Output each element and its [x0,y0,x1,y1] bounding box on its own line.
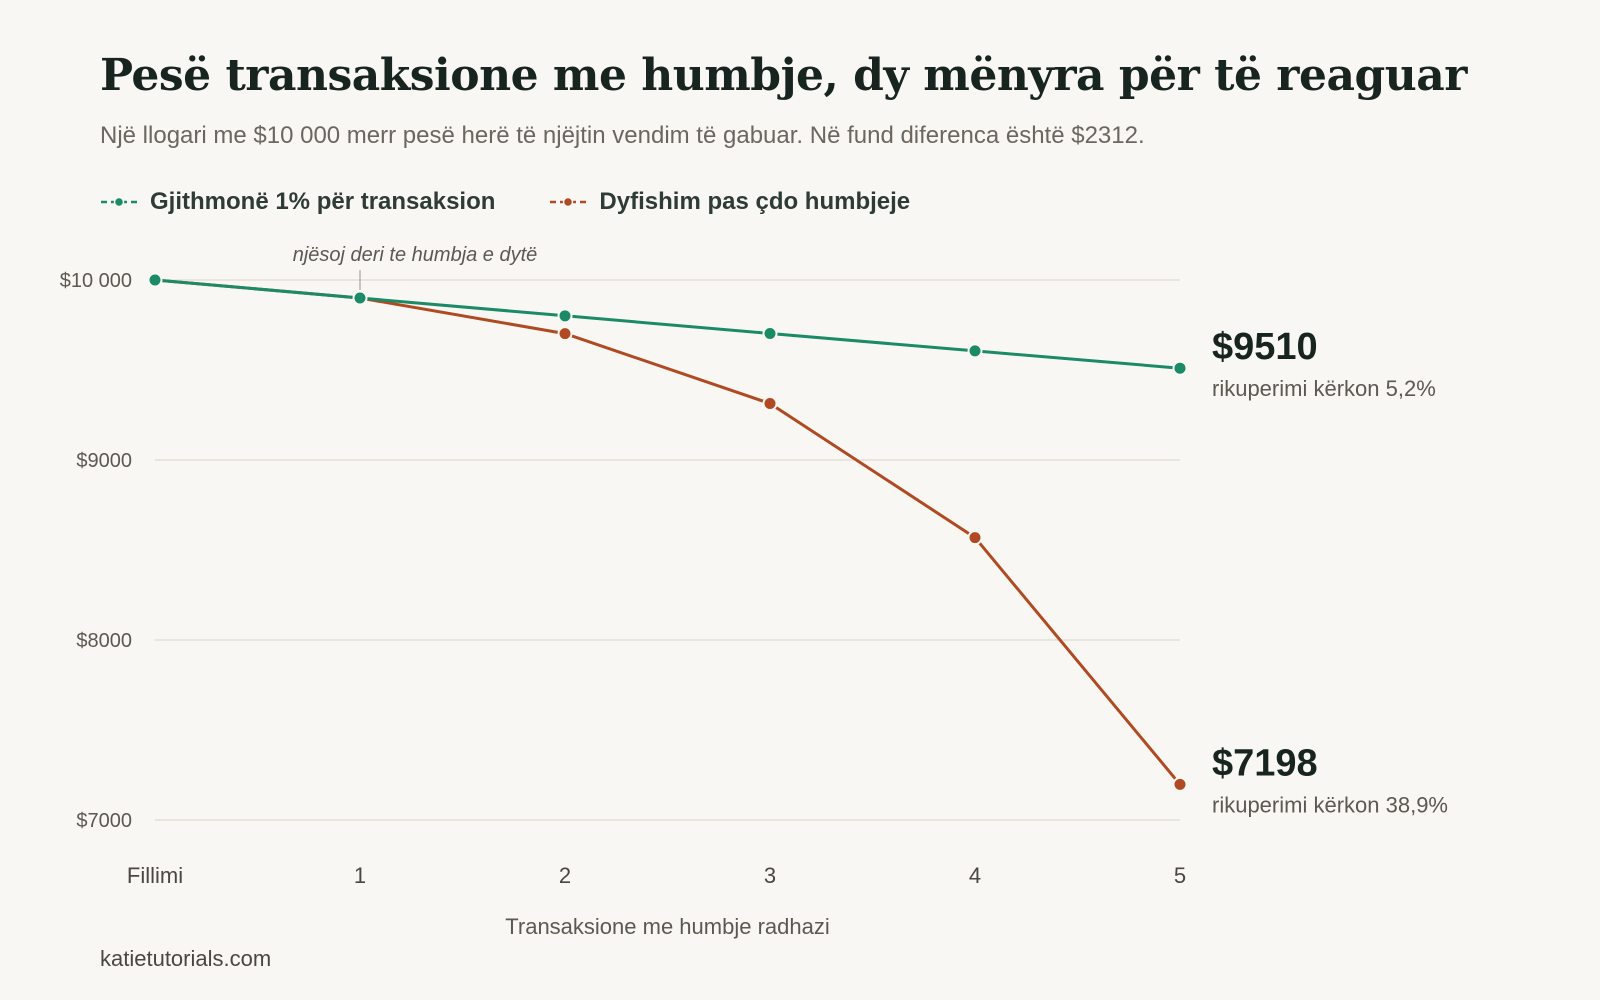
end-note-label-doubling: rikuperimi kërkon 38,9% [1212,792,1448,817]
y-tick-label: $8000 [76,630,132,652]
data-point-fixed-risk [147,272,163,288]
x-tick-label: 5 [1174,863,1186,888]
legend-swatch-fixed-risk [101,196,137,208]
x-tick-label: 3 [764,863,776,888]
end-value-label-doubling: $7198 [1212,742,1318,784]
data-point-doubling [1172,776,1188,792]
annotation-label: njësoj deri te humbja e dytë [293,244,538,266]
data-point-fixed-risk [557,308,573,324]
x-tick-label: 4 [969,863,981,888]
legend-label-doubling: Dyfishim pas çdo humbjeje [599,188,911,215]
y-tick-label: $7000 [76,810,132,832]
data-point-fixed-risk [967,343,983,359]
data-point-doubling [557,326,573,342]
legend-item-fixed-risk: Gjithmonë 1% për transaksion [100,188,495,216]
x-axis-label: Transaksione me humbje radhazi [505,914,829,939]
data-point-doubling [967,530,983,546]
end-value-label-fixed-risk: $9510 [1212,326,1318,368]
end-note-label-fixed-risk: rikuperimi kërkon 5,2% [1212,376,1436,401]
data-point-fixed-risk [1172,360,1188,376]
legend-swatch-doubling [550,196,587,208]
legend-item-doubling: Dyfishim pas çdo humbjeje [549,188,910,216]
x-tick-label: 2 [559,863,571,888]
x-tick-label: Fillimi [127,863,183,888]
y-tick-label: $9000 [76,450,132,472]
y-tick-label: $10 000 [60,270,132,292]
data-point-fixed-risk [352,290,368,306]
legend-label-fixed-risk: Gjithmonë 1% për transaksion [150,188,496,215]
chart-subtitle: Një llogari me $10 000 merr pesë herë të… [100,122,1145,149]
chart-legend: Gjithmonë 1% për transaksion Dyfishim pa… [100,188,964,216]
source-credit: katietutorials.com [100,946,272,971]
x-tick-label: 1 [354,863,366,888]
data-point-doubling [762,395,778,411]
series-line-fixed-risk [153,278,1182,370]
data-point-fixed-risk [762,325,778,341]
chart-title: Pesë transaksione me humbje, dy mënyra p… [100,50,1467,101]
